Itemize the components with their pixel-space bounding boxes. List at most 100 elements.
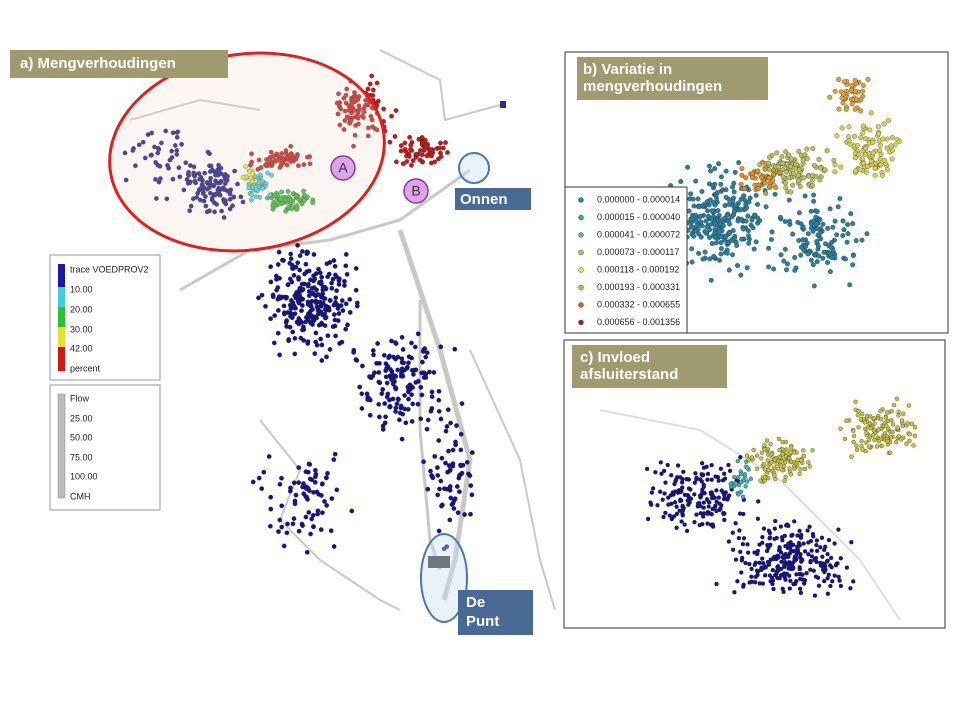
node bbox=[432, 159, 438, 165]
node bbox=[319, 358, 325, 363]
node bbox=[782, 219, 788, 224]
node bbox=[697, 522, 702, 528]
node bbox=[774, 569, 779, 574]
legend-swatch bbox=[58, 307, 65, 327]
node bbox=[410, 401, 416, 407]
node bbox=[872, 172, 878, 178]
node bbox=[831, 157, 837, 163]
node bbox=[876, 131, 882, 137]
node bbox=[766, 245, 772, 251]
node bbox=[738, 207, 744, 213]
node bbox=[814, 226, 820, 232]
node bbox=[311, 252, 317, 257]
node bbox=[885, 410, 890, 415]
node bbox=[692, 519, 697, 525]
node bbox=[814, 548, 820, 554]
node bbox=[788, 189, 794, 195]
node bbox=[342, 278, 347, 284]
node bbox=[446, 448, 451, 454]
node bbox=[848, 87, 854, 93]
node bbox=[329, 280, 334, 286]
node bbox=[721, 490, 726, 495]
node bbox=[197, 187, 202, 193]
node bbox=[712, 220, 718, 226]
node bbox=[868, 426, 873, 431]
node bbox=[762, 180, 768, 186]
node bbox=[810, 173, 816, 179]
node bbox=[660, 497, 665, 502]
node bbox=[726, 267, 732, 273]
node bbox=[249, 151, 254, 157]
node bbox=[773, 185, 779, 190]
node bbox=[429, 473, 435, 479]
node bbox=[767, 573, 773, 578]
node bbox=[359, 406, 365, 411]
node bbox=[316, 308, 322, 314]
node bbox=[272, 193, 278, 199]
node bbox=[299, 249, 305, 254]
node bbox=[768, 557, 773, 562]
node bbox=[345, 322, 350, 328]
node bbox=[688, 191, 694, 197]
node bbox=[684, 476, 689, 482]
node bbox=[802, 152, 808, 158]
node bbox=[240, 174, 246, 180]
node bbox=[739, 166, 745, 171]
node bbox=[893, 440, 899, 445]
node bbox=[436, 388, 442, 394]
node bbox=[334, 274, 340, 280]
node bbox=[860, 82, 866, 88]
node bbox=[709, 495, 715, 501]
node bbox=[400, 347, 406, 352]
legend-item: 0.000073 - 0.000117 bbox=[597, 247, 679, 257]
panel-label: a) Mengverhoudingen bbox=[20, 55, 176, 72]
node bbox=[191, 164, 197, 170]
node bbox=[712, 226, 718, 232]
node bbox=[810, 262, 816, 268]
legend-item: 0.000000 - 0.000014 bbox=[597, 194, 680, 204]
node bbox=[774, 150, 780, 156]
node bbox=[403, 420, 409, 426]
node bbox=[792, 554, 798, 559]
node bbox=[832, 218, 838, 224]
place-label: Onnen bbox=[460, 191, 508, 208]
node bbox=[896, 434, 901, 439]
node bbox=[787, 456, 792, 461]
node bbox=[270, 159, 275, 165]
node bbox=[785, 261, 790, 267]
node bbox=[705, 208, 710, 214]
node bbox=[814, 209, 820, 215]
node bbox=[890, 429, 895, 435]
node bbox=[802, 193, 808, 199]
node bbox=[268, 506, 274, 512]
node bbox=[402, 393, 407, 398]
node bbox=[324, 503, 330, 508]
node bbox=[858, 135, 864, 141]
node bbox=[424, 426, 430, 432]
node bbox=[291, 272, 297, 278]
node bbox=[671, 492, 676, 497]
legend-swatch bbox=[58, 287, 65, 307]
node bbox=[858, 96, 864, 102]
node bbox=[354, 113, 360, 118]
node bbox=[300, 303, 305, 308]
node bbox=[747, 561, 752, 567]
node bbox=[808, 225, 814, 231]
node bbox=[469, 492, 475, 498]
node bbox=[213, 178, 218, 184]
node bbox=[188, 203, 194, 209]
node bbox=[446, 463, 452, 468]
node bbox=[395, 396, 401, 402]
node bbox=[700, 256, 706, 262]
node bbox=[464, 459, 470, 465]
node bbox=[181, 187, 187, 193]
node bbox=[881, 121, 887, 127]
node bbox=[794, 572, 799, 577]
node bbox=[279, 189, 285, 195]
node bbox=[795, 544, 800, 550]
node bbox=[268, 279, 274, 285]
node bbox=[444, 424, 450, 429]
node bbox=[661, 514, 666, 520]
node bbox=[717, 507, 722, 513]
node bbox=[365, 394, 371, 400]
